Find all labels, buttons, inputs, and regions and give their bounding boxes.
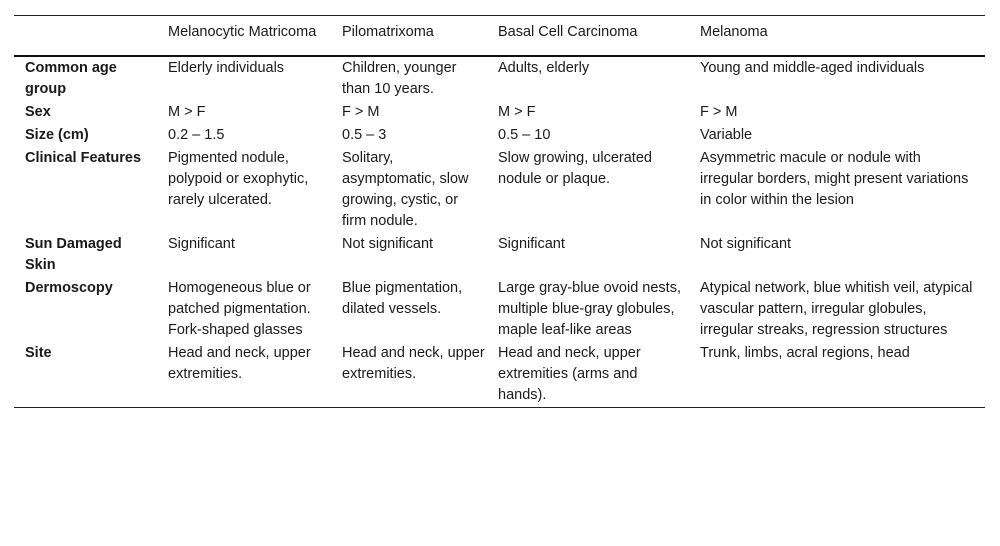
table-cell: Head and neck, upper extremities.: [168, 345, 311, 382]
row-label: Dermoscopy: [25, 280, 113, 296]
table-row: Dermoscopy Homogeneous blue or patched pi…: [14, 277, 985, 342]
header-cell: [14, 16, 168, 57]
table-row: Sun Damaged Skin Significant Not significa…: [14, 233, 985, 277]
table-cell: Asymmetric macule or nodule with irregul…: [700, 150, 969, 208]
table-cell: Variable: [700, 127, 753, 143]
table-cell: Trunk, limbs, acral regions, head: [700, 345, 910, 361]
header-cell: Basal Cell Carcinoma: [498, 24, 638, 40]
table-cell: Homogeneous blue or patched pigmentation…: [168, 280, 311, 338]
table-cell: 0.5 – 10: [498, 127, 551, 143]
header-cell: Melanoma: [700, 24, 768, 40]
table-row: Clinical Features Pigmented nodule, polyp…: [14, 147, 985, 233]
header-cell: Pilomatrixoma: [342, 24, 434, 40]
comparison-table: Melanocytic Matricoma Pilomatrixoma Basa…: [14, 15, 985, 408]
table-cell: Children, younger than 10 years.: [342, 60, 457, 97]
table-cell: Pigmented nodule, polypoid or exophytic,…: [168, 150, 309, 208]
table-cell: Head and neck, upper extremities (arms a…: [498, 345, 641, 403]
table-cell: Atypical network, blue whitish veil, aty…: [700, 280, 973, 338]
table-row: Common age group Elderly individuals Child…: [14, 56, 985, 101]
table-row: Site Head and neck, upper extremities. Hea…: [14, 342, 985, 408]
row-label: Site: [25, 345, 52, 361]
table-cell: Not significant: [342, 236, 434, 252]
table-cell: F > M: [700, 104, 738, 120]
table-cell: Solitary, asymptomatic, slow growing, cy…: [342, 150, 469, 229]
table-cell: Not significant: [700, 236, 792, 252]
header-cell: Melanocytic Matricoma: [168, 24, 317, 40]
row-label: Sun Damaged Skin: [25, 236, 122, 273]
row-label: Sex: [25, 104, 51, 120]
row-label: Common age group: [25, 60, 117, 97]
table-cell: Slow growing, ulcerated nodule or plaque…: [498, 150, 652, 187]
table-row: Sex M > F F > M M > F F > M: [14, 101, 985, 124]
table-cell: M > F: [168, 104, 206, 120]
table-cell: 0.5 – 3: [342, 127, 387, 143]
table-cell: F > M: [342, 104, 380, 120]
table-cell: Adults, elderly: [498, 60, 590, 76]
table-cell: Significant: [168, 236, 235, 252]
table-cell: Head and neck, upper extremities.: [342, 345, 485, 382]
row-label: Clinical Features: [25, 150, 142, 166]
table-cell: Elderly individuals: [168, 60, 285, 76]
row-label: Size (cm): [25, 127, 89, 143]
table-cell: M > F: [498, 104, 536, 120]
table-row: Size (cm) 0.2 – 1.5 0.5 – 3 0.5 – 10 Variabl…: [14, 124, 985, 147]
table-cell: Young and middle-aged individuals: [700, 60, 925, 76]
table-cell: Significant: [498, 236, 565, 252]
table-cell: Blue pigmentation, dilated vessels.: [342, 280, 463, 317]
table-cell: 0.2 – 1.5: [168, 127, 225, 143]
header-row: Melanocytic Matricoma Pilomatrixoma Basa…: [14, 15, 985, 57]
table-cell: Large gray-blue ovoid nests, multiple bl…: [498, 280, 681, 338]
